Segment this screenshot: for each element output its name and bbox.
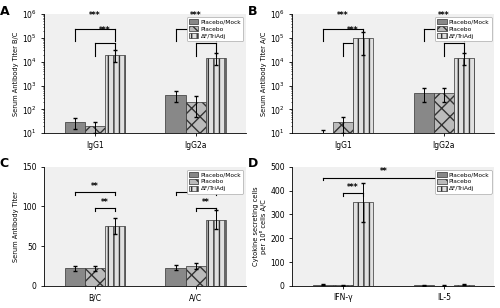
Y-axis label: Serum Antibody Titer B/C: Serum Antibody Titer B/C (13, 31, 19, 116)
Text: **: ** (91, 182, 98, 191)
Text: ***: *** (190, 11, 202, 20)
Text: C: C (0, 157, 9, 170)
Bar (312, 136, 333, 308)
Bar (84, 268, 105, 286)
Bar (353, 38, 374, 308)
Bar (166, 95, 186, 308)
Text: ***: *** (99, 26, 110, 35)
Bar (434, 93, 454, 308)
Text: ***: *** (438, 11, 450, 20)
Legend: Placebo/Mock, Placebo, ΔF/TriAdj: Placebo/Mock, Placebo, ΔF/TriAdj (187, 170, 244, 193)
Bar (414, 285, 434, 286)
Legend: Placebo/Mock, Placebo, ΔF/TriAdj: Placebo/Mock, Placebo, ΔF/TriAdj (187, 17, 244, 41)
Bar (333, 285, 353, 286)
Text: B: B (248, 5, 258, 18)
Bar (166, 268, 186, 286)
Bar (186, 266, 206, 286)
Text: ***: *** (347, 26, 359, 35)
Bar (206, 220, 226, 286)
Text: ***: *** (337, 11, 349, 20)
Text: ***: *** (448, 26, 460, 35)
Bar (353, 202, 374, 286)
Bar (84, 126, 105, 308)
Y-axis label: Cytokine secreting cells
per 10⁶ cells A/C: Cytokine secreting cells per 10⁶ cells A… (253, 186, 268, 266)
Text: ***: *** (89, 11, 101, 20)
Bar (454, 285, 474, 286)
Legend: Placebo/Mock, Placebo, ΔF/TriAdj: Placebo/Mock, Placebo, ΔF/TriAdj (435, 170, 492, 193)
Y-axis label: Serum Antibody Titer A/C: Serum Antibody Titer A/C (261, 31, 267, 116)
Bar (105, 226, 125, 286)
Text: D: D (248, 157, 258, 170)
Text: ***: *** (347, 183, 359, 192)
Y-axis label: Serum Antibody Titer: Serum Antibody Titer (14, 191, 20, 262)
Text: A: A (0, 5, 10, 18)
Bar (414, 93, 434, 308)
Legend: Placebo/Mock, Placebo, ΔF/TriAdj: Placebo/Mock, Placebo, ΔF/TriAdj (435, 17, 492, 41)
Text: ***: *** (200, 26, 211, 35)
Text: **: ** (192, 182, 200, 191)
Text: **: ** (101, 198, 109, 207)
Bar (206, 58, 226, 308)
Text: **: ** (380, 167, 387, 176)
Bar (105, 55, 125, 308)
Text: **: ** (202, 198, 210, 207)
Bar (454, 58, 474, 308)
Bar (312, 285, 333, 286)
Bar (64, 122, 84, 308)
Bar (186, 102, 206, 308)
Bar (64, 268, 84, 286)
Bar (333, 122, 353, 308)
